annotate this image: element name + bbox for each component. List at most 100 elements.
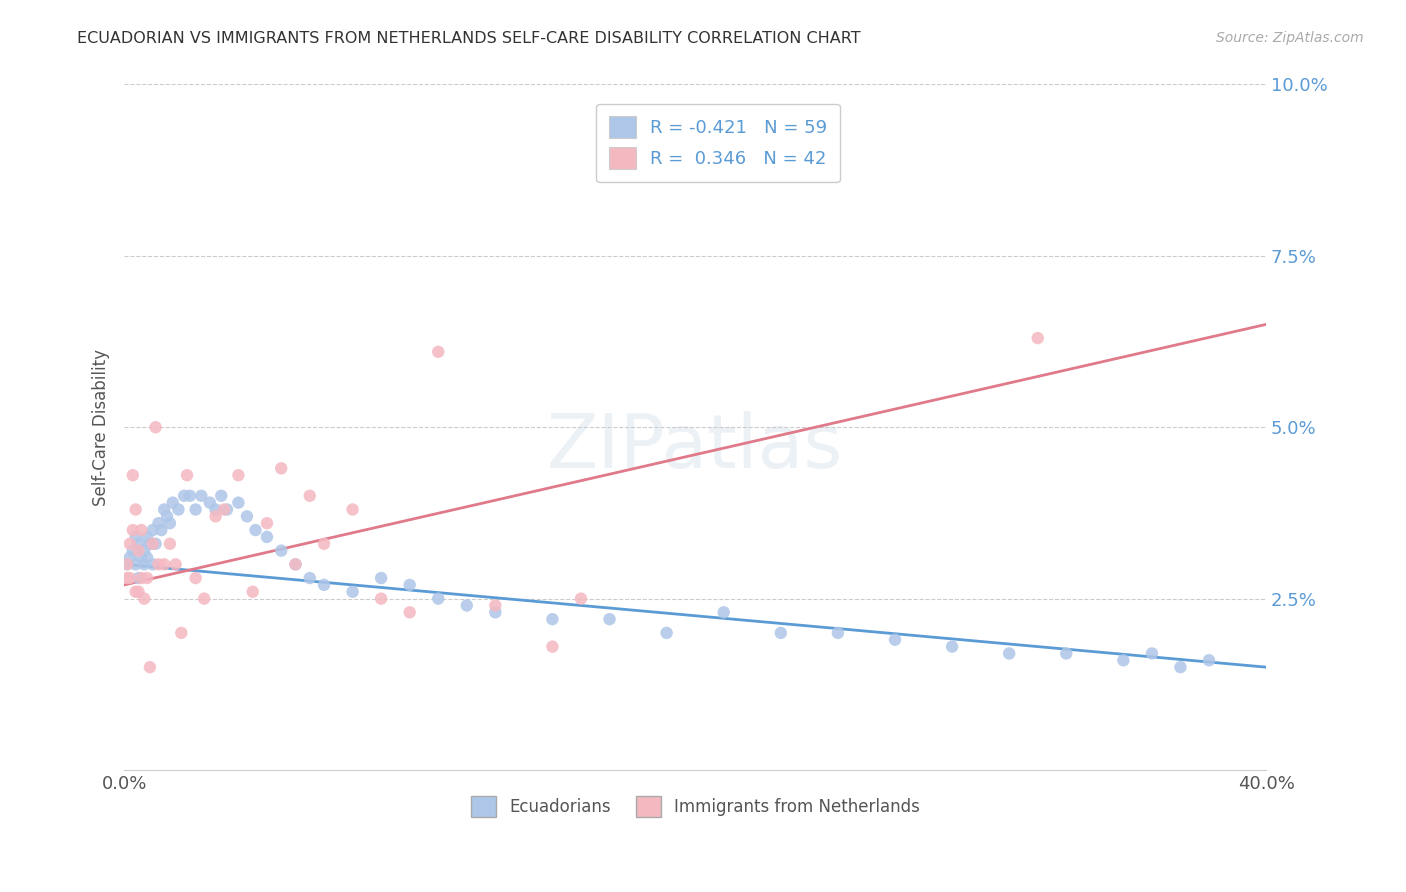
- Point: [228, 495, 250, 509]
- Point: [769, 626, 792, 640]
- Point: [121, 543, 143, 558]
- Point: [827, 626, 849, 640]
- Point: [159, 537, 181, 551]
- Point: [139, 660, 162, 674]
- Point: [118, 550, 141, 565]
- Y-axis label: Self-Care Disability: Self-Care Disability: [93, 349, 110, 506]
- Point: [139, 537, 162, 551]
- Point: [484, 599, 506, 613]
- Point: [209, 489, 232, 503]
- Point: [142, 537, 165, 551]
- Point: [370, 591, 392, 606]
- Point: [190, 489, 212, 503]
- Point: [115, 571, 138, 585]
- Point: [124, 558, 146, 572]
- Point: [245, 523, 267, 537]
- Point: [121, 523, 143, 537]
- Point: [193, 591, 215, 606]
- Point: [142, 558, 165, 572]
- Point: [215, 502, 238, 516]
- Point: [136, 550, 159, 565]
- Text: ECUADORIAN VS IMMIGRANTS FROM NETHERLANDS SELF-CARE DISABILITY CORRELATION CHART: ECUADORIAN VS IMMIGRANTS FROM NETHERLAND…: [77, 31, 860, 46]
- Legend: Ecuadorians, Immigrants from Netherlands: Ecuadorians, Immigrants from Netherlands: [464, 789, 927, 823]
- Point: [298, 489, 321, 503]
- Text: Source: ZipAtlas.com: Source: ZipAtlas.com: [1216, 31, 1364, 45]
- Point: [159, 516, 181, 531]
- Point: [128, 571, 150, 585]
- Point: [298, 571, 321, 585]
- Point: [941, 640, 963, 654]
- Point: [121, 468, 143, 483]
- Point: [569, 591, 592, 606]
- Point: [176, 468, 198, 483]
- Point: [204, 502, 226, 516]
- Point: [1170, 660, 1192, 674]
- Point: [484, 605, 506, 619]
- Point: [136, 571, 159, 585]
- Point: [131, 571, 153, 585]
- Point: [655, 626, 678, 640]
- Point: [124, 530, 146, 544]
- Point: [1026, 331, 1049, 345]
- Point: [134, 591, 156, 606]
- Point: [228, 468, 250, 483]
- Point: [134, 543, 156, 558]
- Point: [131, 550, 153, 565]
- Point: [1140, 647, 1163, 661]
- Point: [128, 584, 150, 599]
- Point: [312, 537, 335, 551]
- Point: [134, 558, 156, 572]
- Point: [342, 502, 364, 516]
- Point: [148, 516, 170, 531]
- Point: [145, 537, 167, 551]
- Point: [179, 489, 201, 503]
- Point: [427, 344, 450, 359]
- Point: [184, 502, 207, 516]
- Point: [136, 530, 159, 544]
- Point: [284, 558, 307, 572]
- Point: [131, 523, 153, 537]
- Point: [173, 489, 195, 503]
- Point: [256, 516, 278, 531]
- Point: [370, 571, 392, 585]
- Point: [884, 632, 907, 647]
- Point: [124, 584, 146, 599]
- Point: [184, 571, 207, 585]
- Point: [1054, 647, 1077, 661]
- Point: [212, 502, 235, 516]
- Point: [145, 420, 167, 434]
- Point: [162, 495, 184, 509]
- Point: [198, 495, 221, 509]
- Point: [153, 558, 176, 572]
- Point: [118, 571, 141, 585]
- Point: [713, 605, 735, 619]
- Point: [115, 558, 138, 572]
- Point: [128, 543, 150, 558]
- Point: [236, 509, 259, 524]
- Point: [118, 537, 141, 551]
- Point: [156, 509, 179, 524]
- Point: [398, 605, 420, 619]
- Point: [142, 523, 165, 537]
- Point: [128, 537, 150, 551]
- Point: [150, 523, 173, 537]
- Point: [270, 461, 292, 475]
- Point: [1198, 653, 1220, 667]
- Point: [124, 502, 146, 516]
- Point: [204, 509, 226, 524]
- Point: [998, 647, 1021, 661]
- Point: [1112, 653, 1135, 667]
- Point: [153, 502, 176, 516]
- Point: [170, 626, 193, 640]
- Point: [541, 612, 564, 626]
- Text: ZIPatlas: ZIPatlas: [547, 411, 844, 484]
- Point: [599, 612, 621, 626]
- Point: [167, 502, 190, 516]
- Point: [256, 530, 278, 544]
- Point: [284, 558, 307, 572]
- Point: [541, 640, 564, 654]
- Point: [270, 543, 292, 558]
- Point: [342, 584, 364, 599]
- Point: [398, 578, 420, 592]
- Point: [427, 591, 450, 606]
